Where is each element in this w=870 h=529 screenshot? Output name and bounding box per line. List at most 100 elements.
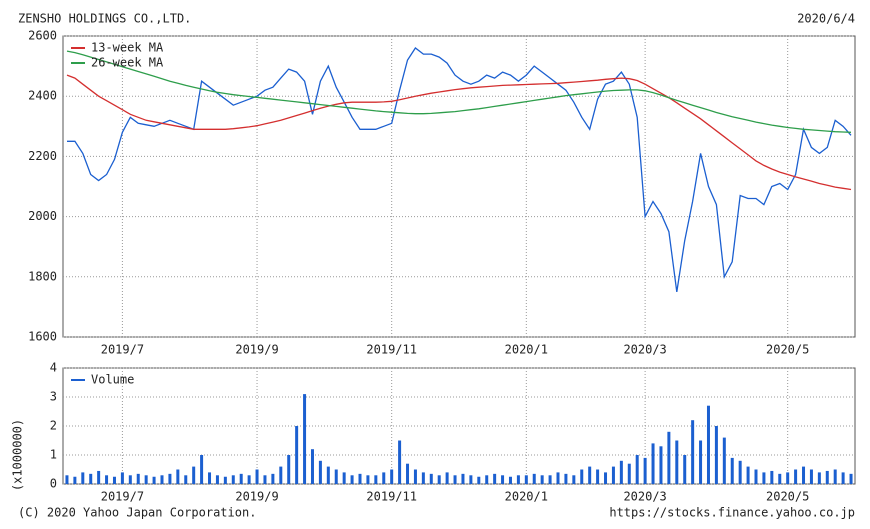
volume-bar [619,460,623,484]
volume-bar [635,455,639,484]
volume-bar [105,475,109,484]
volume-bar [413,469,417,484]
volume-bar [627,463,631,484]
y-axis-label: (x1000000) [11,419,25,491]
volume-bar [833,469,837,484]
y-tick-label: 2000 [28,209,57,223]
volume-bar [516,475,520,484]
volume-bar [453,475,457,484]
volume-bar [374,475,378,484]
volume-bar [310,449,314,484]
chart-date: 2020/6/4 [797,12,855,26]
volume-bar [706,405,710,484]
volume-bar [318,460,322,484]
y-tick-label: 3 [50,390,57,404]
volume-bar [184,475,188,484]
volume-bar [295,426,299,484]
volume-bar [406,463,410,484]
y-tick-label: 2600 [28,29,57,43]
volume-bar [762,472,766,484]
volume-bar [738,460,742,484]
volume-bar [699,440,703,484]
volume-bar [849,473,853,484]
y-tick-label: 1600 [28,330,57,344]
volume-bar [358,473,362,484]
volume-bar [215,475,219,484]
volume-bar [477,476,481,484]
volume-bar [200,455,204,484]
x-tick-label: 2019/7 [101,490,144,504]
y-tick-label: 1 [50,448,57,462]
volume-bar [754,469,758,484]
volume-bar [350,475,354,484]
volume-bar [120,472,124,484]
volume-bar [532,473,536,484]
volume-bar [342,472,346,484]
x-tick-label: 2020/5 [766,343,809,357]
volume-bar [461,473,465,484]
volume-bar [485,475,489,484]
volume-bar [382,472,386,484]
volume-bar [469,475,473,484]
volume-bar [572,475,576,484]
volume-bar [540,475,544,484]
y-tick-label: 0 [50,477,57,491]
volume-bar [81,472,85,484]
volume-bar [176,469,180,484]
volume-bar [604,472,608,484]
x-tick-label: 2019/11 [366,490,417,504]
y-tick-label: 2 [50,419,57,433]
price-line [66,74,852,191]
x-tick-label: 2020/3 [623,490,666,504]
volume-bar [675,440,679,484]
legend-label: 26-week MA [91,56,164,70]
x-tick-label: 2019/7 [101,343,144,357]
x-tick-label: 2019/11 [366,343,417,357]
volume-bar [136,473,140,484]
volume-bar [255,469,259,484]
volume-bar [429,473,433,484]
volume-bar [287,455,291,484]
copyright: (C) 2020 Yahoo Japan Corporation. [18,506,256,520]
volume-bar [508,476,512,484]
volume-bar [271,473,275,484]
legend-label: 13-week MA [91,41,164,55]
volume-bar [445,472,449,484]
volume-bar [303,394,307,484]
volume-bar [239,473,243,484]
volume-bar [437,475,441,484]
volume-bar [802,466,806,484]
x-tick-label: 2020/1 [505,343,548,357]
x-tick-label: 2020/1 [505,490,548,504]
price-line [67,47,852,292]
volume-bar [825,470,829,484]
volume-bar [263,475,267,484]
volume-bar [421,472,425,484]
volume-bar [208,472,212,484]
volume-bar [809,469,813,484]
volume-bar [746,466,750,484]
volume-bar [548,475,552,484]
volume-bar [841,472,845,484]
volume-bar [65,475,69,484]
volume-bar [223,476,227,484]
x-tick-label: 2020/5 [766,490,809,504]
x-tick-label: 2019/9 [235,490,278,504]
volume-bar [493,473,497,484]
volume-bar [524,475,528,484]
y-tick-label: 1800 [28,269,57,283]
volume-bar [390,469,394,484]
volume-bar [168,473,172,484]
volume-bar [730,457,734,484]
volume-bar [564,473,568,484]
x-tick-label: 2020/3 [623,343,666,357]
volume-bar [144,475,148,484]
volume-bar [643,457,647,484]
legend-label: Volume [91,373,134,387]
volume-bar [160,475,164,484]
volume-bar [611,466,615,484]
volume-bar [683,455,687,484]
volume-bar [596,469,600,484]
volume-bar [667,431,671,484]
